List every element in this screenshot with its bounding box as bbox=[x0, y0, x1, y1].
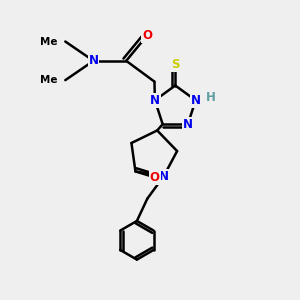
Text: N: N bbox=[159, 170, 169, 183]
Text: Me: Me bbox=[40, 37, 58, 46]
Text: Me: Me bbox=[40, 75, 58, 85]
Text: H: H bbox=[206, 91, 215, 104]
Text: N: N bbox=[190, 94, 201, 107]
Text: N: N bbox=[183, 118, 193, 131]
Text: O: O bbox=[142, 29, 152, 42]
Text: N: N bbox=[150, 94, 160, 107]
Text: S: S bbox=[171, 58, 179, 71]
Text: O: O bbox=[150, 171, 160, 184]
Text: N: N bbox=[88, 54, 98, 67]
